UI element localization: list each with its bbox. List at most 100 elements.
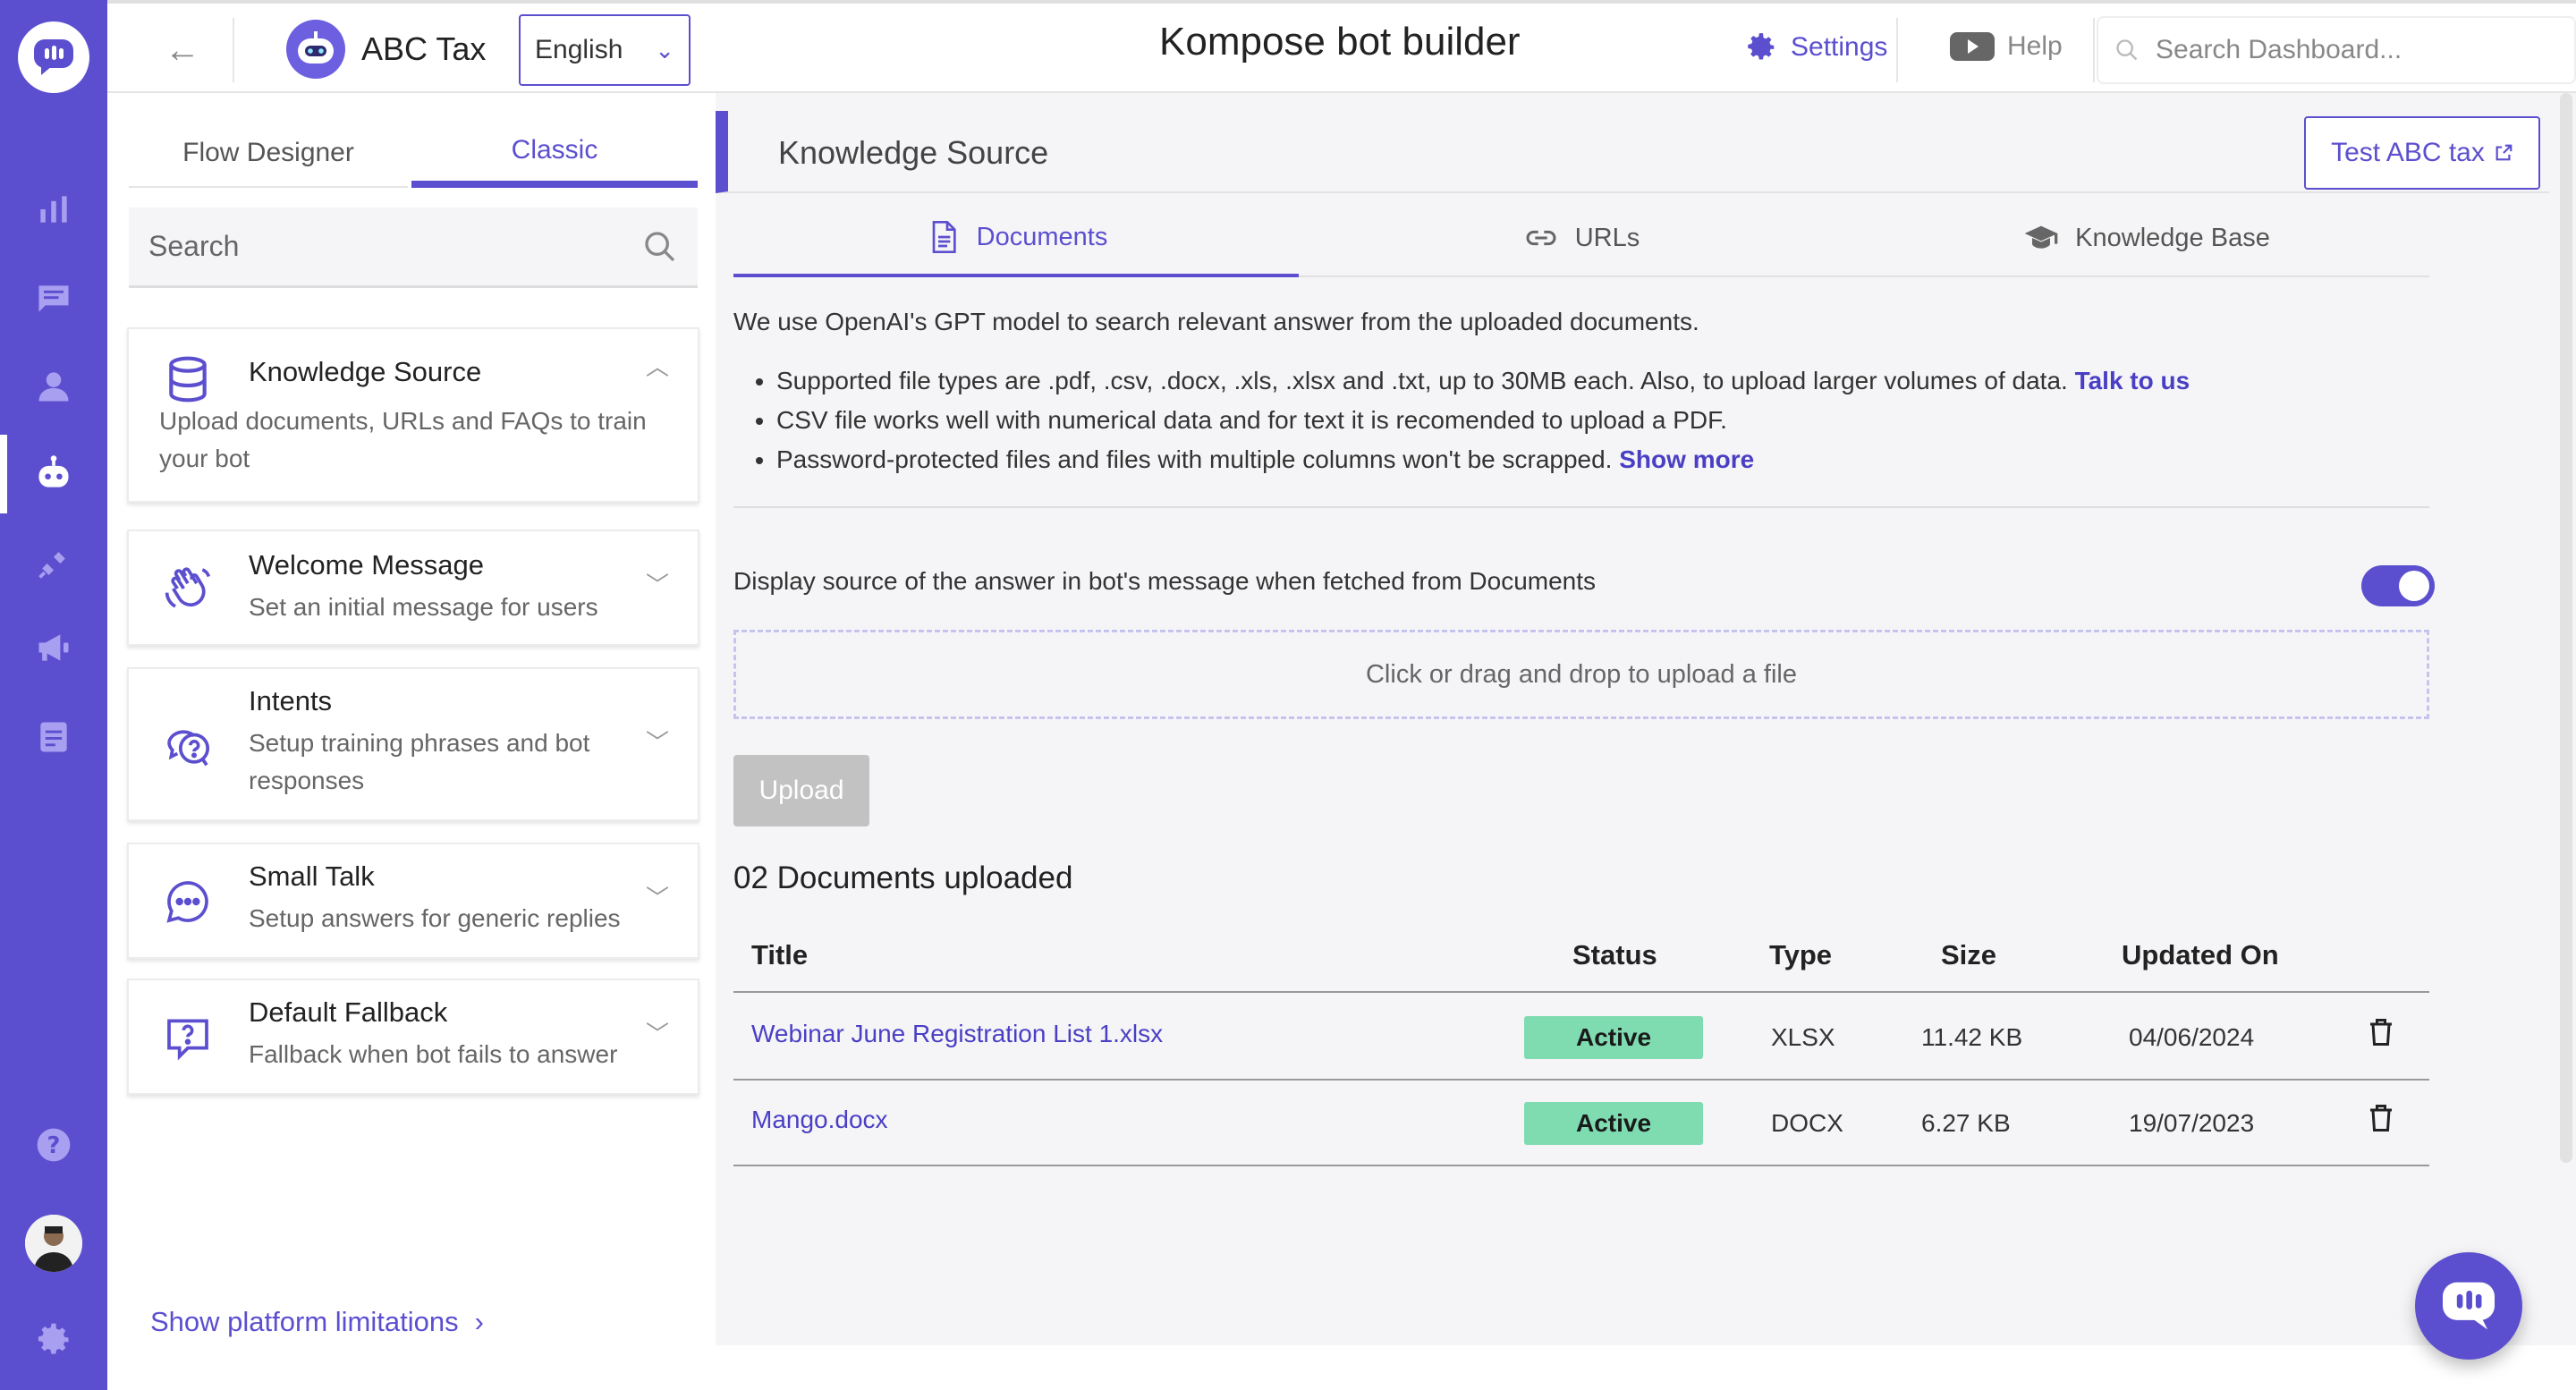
document-type: XLSX [1771, 1023, 1835, 1051]
fallback-question-icon [163, 1013, 213, 1063]
external-link-icon [2496, 144, 2512, 161]
card-description: Setup training phrases and bot responses [249, 729, 590, 794]
divider [733, 506, 2429, 508]
column-header-size: Size [1941, 939, 1997, 970]
upload-button[interactable]: Upload [733, 755, 869, 826]
column-header-updated: Updated On [2122, 939, 2279, 970]
show-limitations-label: Show platform limitations [150, 1306, 459, 1337]
card-knowledge-source[interactable]: Knowledge Source Upload documents, URLs … [127, 327, 699, 503]
waving-hand-icon [163, 564, 213, 614]
column-header-type: Type [1769, 939, 1833, 970]
language-select[interactable]: English ⌄ [519, 14, 691, 86]
search-icon [2116, 39, 2138, 61]
section-title: Knowledge Source [778, 134, 1049, 171]
back-arrow-icon[interactable]: ← [165, 30, 200, 70]
test-bot-button[interactable]: Test ABC tax [2304, 116, 2540, 190]
chevron-down-icon[interactable]: ﹀ [645, 572, 669, 598]
tab-label: Knowledge Base [2075, 223, 2270, 252]
chat-widget-button[interactable] [2415, 1252, 2522, 1360]
column-header-title: Title [751, 939, 809, 970]
bot-icon[interactable] [32, 453, 75, 496]
display-source-toggle[interactable] [2361, 565, 2435, 606]
document-size: 11.42 KB [1921, 1023, 2023, 1051]
settings-link[interactable]: Settings [1744, 30, 1887, 64]
show-more-link[interactable]: Show more [1619, 445, 1755, 473]
active-indicator [0, 435, 7, 513]
card-title: Welcome Message [249, 549, 485, 581]
help-label: Help [2007, 31, 2063, 61]
chat-question-icon [163, 719, 213, 769]
chevron-down-icon: ⌄ [655, 36, 674, 64]
chevron-down-icon[interactable]: ﹀ [645, 1021, 669, 1047]
card-title: Knowledge Source [249, 356, 482, 387]
chevron-up-icon[interactable]: ︿ [645, 353, 669, 380]
users-icon[interactable] [32, 365, 75, 408]
card-title: Intents [249, 685, 333, 716]
scrollbar[interactable] [2560, 93, 2572, 1163]
bullet-file-types: Supported file types are .pdf, .csv, .do… [776, 361, 2190, 401]
card-description: Fallback when bot fails to answer [249, 1040, 618, 1068]
file-dropzone[interactable]: Click or drag and drop to upload a file [733, 630, 2429, 719]
divider [233, 18, 234, 82]
show-platform-limitations-link[interactable]: Show platform limitations › [150, 1306, 484, 1338]
column-header-status: Status [1572, 939, 1657, 970]
bot-name: ABC Tax [361, 30, 487, 67]
settings-label: Settings [1791, 32, 1888, 62]
tab-label: URLs [1574, 223, 1640, 252]
campaigns-icon[interactable] [32, 626, 75, 669]
card-welcome-message[interactable]: Welcome Message Set an initial message f… [127, 530, 699, 646]
dashboard-search-input[interactable]: Search Dashboard... [2097, 16, 2576, 84]
card-intents[interactable]: Intents Setup training phrases and bot r… [127, 667, 699, 821]
tab-knowledge-base[interactable]: Knowledge Base [1864, 200, 2429, 277]
divider [1896, 18, 1898, 82]
bullet-csv: CSV file works well with numerical data … [776, 401, 2190, 440]
talk-to-us-link[interactable]: Talk to us [2074, 367, 2190, 394]
dropzone-text: Click or drag and drop to upload a file [1365, 659, 1797, 689]
document-title-link[interactable]: Webinar June Registration List 1.xlsx [751, 1020, 1164, 1047]
left-search-input[interactable]: Search [129, 208, 698, 288]
bullet-text: CSV file works well with numerical data … [776, 406, 1727, 434]
top-bar: ← ABC Tax English ⌄ Kompose bot builder … [107, 0, 2576, 93]
tab-label: Documents [976, 222, 1108, 251]
tab-flow-designer[interactable]: Flow Designer [129, 120, 408, 188]
document-icon [932, 221, 956, 253]
card-small-talk[interactable]: Small Talk Setup answers for generic rep… [127, 843, 699, 959]
user-avatar[interactable] [25, 1215, 82, 1272]
kommunicate-logo-icon[interactable] [18, 21, 89, 93]
chevron-down-icon[interactable]: ﹀ [645, 729, 669, 756]
tab-documents[interactable]: Documents [733, 200, 1299, 277]
left-panel: Flow Designer Classic Search Knowledge S… [107, 93, 716, 1390]
document-updated: 04/06/2024 [2129, 1023, 2255, 1051]
tab-urls[interactable]: URLs [1299, 200, 1864, 277]
integrations-icon[interactable] [32, 542, 75, 585]
analytics-icon[interactable] [32, 188, 75, 231]
video-play-icon [1950, 32, 1995, 61]
reports-icon[interactable] [32, 716, 75, 759]
bullet-text: Supported file types are .pdf, .csv, .do… [776, 367, 2068, 394]
svg-text:?: ? [47, 1132, 61, 1159]
gear-icon [1748, 33, 1775, 60]
test-bot-label: Test ABC tax [2331, 138, 2485, 167]
card-default-fallback[interactable]: Default Fallback Fallback when bot fails… [127, 979, 699, 1095]
document-title-link[interactable]: Mango.docx [751, 1106, 888, 1133]
settings-gear-icon[interactable] [32, 1318, 75, 1361]
nav-rail: ? [0, 0, 107, 1390]
table-row: Webinar June Registration List 1.xlsx Ac… [733, 995, 2429, 1081]
chevron-right-icon: › [474, 1306, 484, 1337]
help-icon[interactable]: ? [32, 1123, 75, 1166]
conversations-icon[interactable] [32, 277, 75, 320]
bot-avatar-icon [286, 20, 345, 79]
graduation-cap-icon [2024, 225, 2058, 249]
chevron-down-icon[interactable]: ﹀ [645, 885, 669, 911]
search-placeholder: Search [148, 230, 240, 262]
chat-bubble-icon [163, 877, 213, 927]
search-icon [645, 231, 675, 261]
card-title: Default Fallback [249, 996, 448, 1028]
tab-classic[interactable]: Classic [411, 120, 698, 188]
bullet-password: Password-protected files and files with … [776, 440, 2190, 479]
status-badge: Active [1524, 1102, 1703, 1145]
trash-icon[interactable] [2365, 1016, 2401, 1052]
help-link[interactable]: Help [1950, 30, 2063, 63]
trash-icon[interactable] [2365, 1102, 2401, 1138]
documents-count: 02 Documents uploaded [733, 860, 1073, 895]
